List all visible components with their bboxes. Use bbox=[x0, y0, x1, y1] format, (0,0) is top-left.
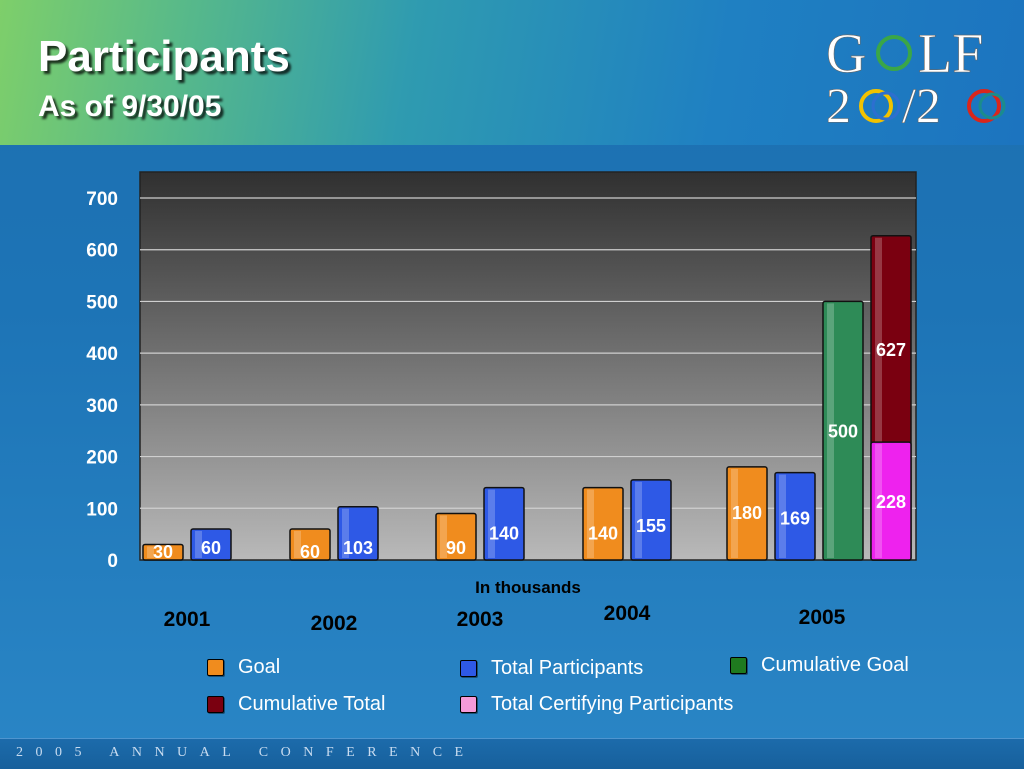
logo-ring-yellow-icon bbox=[859, 89, 893, 123]
legend-label-cumulative-total: Cumulative Total bbox=[238, 693, 386, 715]
footer-text: 2005 ANNUAL CONFERENCE bbox=[16, 745, 476, 760]
bar-2005-cumulative-goal bbox=[822, 300, 864, 561]
logo-text-g: G bbox=[826, 23, 866, 85]
bar-2004-total-participants bbox=[630, 479, 672, 561]
legend-item-cumulative-total: Cumulative Total bbox=[207, 693, 385, 716]
logo-ring-teal-icon bbox=[978, 92, 1006, 120]
bar-2001-goal bbox=[142, 543, 184, 561]
bar-2005-total-certifying-participants bbox=[870, 441, 912, 561]
bar-highlight-2005-total-participants bbox=[779, 474, 786, 558]
logo-ring-green-icon bbox=[876, 35, 912, 71]
data-label-2005-cumulative-goal: 500 bbox=[828, 421, 858, 441]
legend-label-total-certifying: Total Certifying Participants bbox=[491, 693, 734, 715]
y-tick-label-500: 500 bbox=[86, 292, 118, 313]
slide-title: Participants bbox=[38, 32, 290, 81]
legend-swatch-cumulative-total bbox=[207, 696, 224, 713]
bar-2002-goal bbox=[289, 528, 331, 561]
data-label-2005-goal: 180 bbox=[732, 503, 762, 523]
data-label-2004-goal: 140 bbox=[588, 524, 618, 544]
footer-bar: 2005 ANNUAL CONFERENCE bbox=[0, 738, 1024, 769]
data-label-2001-total-participants: 60 bbox=[201, 538, 221, 558]
logo-text-slash-2: /2 bbox=[902, 77, 941, 132]
x-category-label-2004: 2004 bbox=[604, 602, 651, 625]
bar-2005-goal bbox=[726, 466, 768, 561]
legend-item-total-participants: Total Participants bbox=[460, 657, 643, 680]
data-label-2005-cumulative-total: 627 bbox=[876, 340, 906, 360]
data-label-2002-goal: 60 bbox=[300, 542, 320, 562]
bar-highlight-2001-total-participants bbox=[195, 530, 202, 558]
bar-2003-total-participants bbox=[483, 486, 525, 561]
data-label-2003-total-participants: 140 bbox=[489, 524, 519, 544]
title-banner bbox=[0, 0, 1024, 145]
x-category-label-2002: 2002 bbox=[311, 612, 358, 630]
legend-swatch-total-certifying bbox=[460, 696, 477, 713]
legend-label-cumulative-goal: Cumulative Goal bbox=[761, 654, 909, 676]
y-tick-label-200: 200 bbox=[86, 448, 118, 469]
x-category-label-2005: 2005 bbox=[799, 606, 846, 629]
bar-highlight-2002-goal bbox=[294, 530, 301, 558]
data-label-2005-total-certifying-participants: 228 bbox=[876, 492, 906, 512]
slide-subtitle: As of 9/30/05 bbox=[38, 90, 222, 123]
bar-2002-total-participants bbox=[337, 505, 379, 561]
x-category-label-2001: 2001 bbox=[164, 608, 211, 630]
bar-highlight-2004-total-participants bbox=[635, 481, 642, 558]
legend-item-total-certifying: Total Certifying Participants bbox=[460, 693, 733, 716]
legend-swatch-total-participants bbox=[460, 660, 477, 677]
logo-ring-blue-icon bbox=[871, 91, 901, 121]
bar-2003-goal bbox=[435, 512, 477, 561]
data-label-2004-total-participants: 155 bbox=[636, 516, 666, 536]
legend-swatch-goal bbox=[207, 659, 224, 676]
data-label-2005-total-participants: 169 bbox=[780, 509, 810, 529]
bar-highlight-2002-total-participants bbox=[342, 508, 349, 558]
y-tick-label-0: 0 bbox=[107, 551, 118, 572]
bar-2001-total-participants bbox=[190, 528, 232, 561]
y-tick-label-600: 600 bbox=[86, 241, 118, 262]
logo-ring-red-icon bbox=[967, 89, 1001, 123]
logo-text-lf: LF bbox=[918, 23, 983, 85]
bar-highlight-2001-goal bbox=[147, 546, 154, 558]
y-tick-label-700: 700 bbox=[86, 189, 118, 210]
legend-swatch-cumulative-goal bbox=[730, 657, 747, 674]
legend-label-goal: Goal bbox=[238, 656, 281, 678]
bar-highlight-2004-goal bbox=[587, 489, 594, 558]
y-tick-label-400: 400 bbox=[86, 344, 118, 365]
golf-2020-logo: G LF 2 /2 bbox=[826, 23, 1006, 132]
logo-text-2: 2 bbox=[826, 77, 851, 132]
x-category-label-2003: 2003 bbox=[457, 608, 504, 630]
bar-highlight-2003-goal bbox=[440, 515, 447, 558]
legend-label-total-participants: Total Participants bbox=[491, 657, 644, 679]
bar-highlight-2003-total-participants bbox=[488, 489, 495, 558]
x-axis-label: In thousands bbox=[475, 578, 581, 597]
legend-item-goal: Goal bbox=[207, 656, 280, 679]
legend-item-cumulative-goal: Cumulative Goal bbox=[730, 654, 909, 677]
bar-2005-total-participants bbox=[774, 471, 816, 561]
bar-highlight-2005-cumulative-goal bbox=[827, 303, 834, 558]
y-tick-label-100: 100 bbox=[86, 499, 118, 520]
bar-2004-goal bbox=[582, 486, 624, 561]
participants-bar-chart: 0 100 200 300 400 500 600 700 30 60 60 103 90 140 140… bbox=[86, 171, 917, 630]
bar-highlight-2005-goal bbox=[731, 468, 738, 558]
y-tick-label-300: 300 bbox=[86, 396, 118, 417]
data-label-2003-goal: 90 bbox=[446, 538, 466, 558]
data-label-2001-goal: 30 bbox=[153, 542, 173, 562]
bar-highlight-2005-cumulative-total bbox=[875, 237, 882, 558]
data-label-2002-total-participants: 103 bbox=[343, 538, 373, 558]
bar-highlight-2005-total-certifying-participants bbox=[875, 444, 882, 558]
